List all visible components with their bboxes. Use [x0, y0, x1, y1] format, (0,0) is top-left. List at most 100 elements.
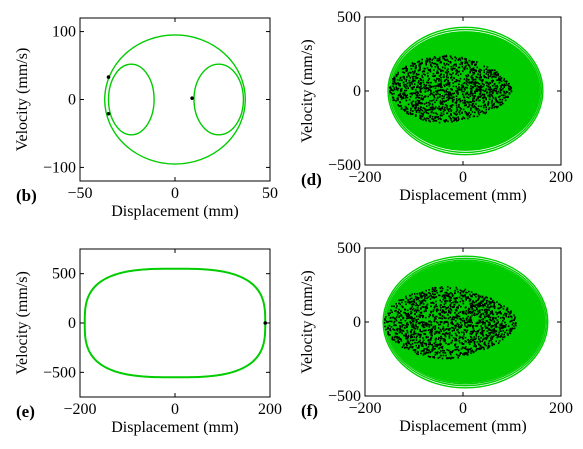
poincare-point	[477, 298, 480, 300]
poincare-point	[431, 100, 433, 102]
x-tick-label: 0	[459, 169, 467, 186]
poincare-point	[498, 326, 501, 329]
poincare-point	[437, 58, 439, 60]
poincare-point	[450, 308, 452, 311]
poincare-point	[439, 309, 442, 311]
poincare-point	[397, 340, 399, 343]
poincare-point	[419, 78, 421, 80]
poincare-point	[436, 330, 438, 333]
poincare-point	[395, 324, 397, 327]
poincare-point	[511, 323, 514, 326]
poincare-point	[412, 77, 414, 80]
poincare-point	[415, 325, 418, 328]
poincare-point	[403, 89, 406, 92]
poincare-point	[405, 89, 408, 92]
poincare-point	[419, 316, 421, 318]
poincare-point	[402, 67, 405, 70]
poincare-point	[460, 290, 463, 292]
poincare-point	[433, 119, 436, 122]
poincare-point	[428, 331, 431, 334]
poincare-point	[426, 325, 428, 327]
poincare-point	[495, 325, 497, 328]
poincare-point	[462, 331, 465, 334]
poincare-point	[463, 352, 466, 354]
poincare-point	[470, 76, 473, 78]
poincare-point	[471, 94, 474, 97]
poincare-point	[424, 309, 427, 311]
poincare-point	[504, 331, 506, 334]
poincare-point	[425, 324, 428, 326]
poincare-point	[437, 67, 440, 70]
poincare-point	[422, 345, 424, 348]
poincare-point	[508, 87, 510, 90]
poincare-point	[463, 353, 466, 356]
poincare-point	[394, 310, 396, 312]
poincare-point	[446, 82, 449, 84]
poincare-point	[434, 345, 437, 347]
poincare-point	[418, 340, 421, 343]
poincare-point	[505, 82, 508, 84]
poincare-point	[454, 292, 456, 294]
poincare-point	[456, 309, 458, 312]
poincare-point	[454, 300, 456, 303]
poincare-point	[444, 300, 446, 303]
poincare-point	[404, 86, 406, 88]
poincare-point	[462, 82, 465, 85]
poincare-point	[430, 329, 432, 332]
poincare-point	[455, 339, 458, 341]
poincare-point	[453, 64, 455, 66]
poincare-point	[403, 347, 406, 349]
poincare-point	[472, 300, 474, 302]
poincare-point	[463, 88, 466, 90]
poincare-point	[434, 354, 437, 356]
poincare-point	[500, 335, 502, 337]
poincare-point	[502, 308, 505, 310]
poincare-point	[496, 106, 498, 109]
poincare-point	[496, 71, 498, 73]
poincare-point	[427, 343, 430, 346]
poincare-point	[409, 294, 412, 297]
poincare-point	[392, 328, 394, 330]
poincare-point	[435, 300, 437, 303]
poincare-point	[486, 305, 489, 308]
poincare-point	[402, 317, 404, 319]
poincare-point	[410, 329, 413, 332]
poincare-point	[420, 118, 422, 120]
poincare-point	[474, 305, 476, 307]
poincare-point	[394, 317, 396, 320]
poincare-point	[439, 109, 442, 112]
poincare-point	[491, 311, 494, 314]
poincare-point	[492, 335, 495, 338]
poincare-point	[421, 342, 424, 344]
poincare-point	[476, 66, 479, 69]
poincare-point	[419, 303, 421, 306]
poincare-point	[488, 83, 490, 86]
poincare-point	[485, 338, 488, 341]
poincare-point	[397, 312, 400, 314]
poincare-point	[504, 80, 507, 83]
poincare-point	[422, 326, 425, 329]
poincare-point	[505, 329, 508, 332]
poincare-point	[428, 115, 431, 118]
poincare-point	[469, 70, 472, 73]
poincare-point	[447, 311, 450, 314]
poincare-point	[442, 57, 445, 60]
poincare-point	[468, 115, 471, 117]
poincare-point	[422, 315, 424, 317]
poincare-point	[434, 327, 437, 329]
poincare-point	[500, 317, 502, 319]
poincare-point	[401, 68, 404, 70]
poincare-point	[406, 111, 409, 113]
poincare-point	[449, 307, 451, 310]
poincare-point	[470, 352, 472, 354]
poincare-point	[463, 323, 466, 325]
poincare-point	[481, 329, 484, 332]
poincare-point	[475, 61, 478, 63]
poincare-point	[476, 308, 478, 310]
poincare-point	[464, 325, 467, 327]
poincare-point	[478, 95, 480, 98]
poincare-point	[484, 96, 487, 99]
poincare-point	[426, 72, 429, 75]
poincare-point	[432, 288, 435, 291]
poincare-point	[500, 78, 502, 80]
